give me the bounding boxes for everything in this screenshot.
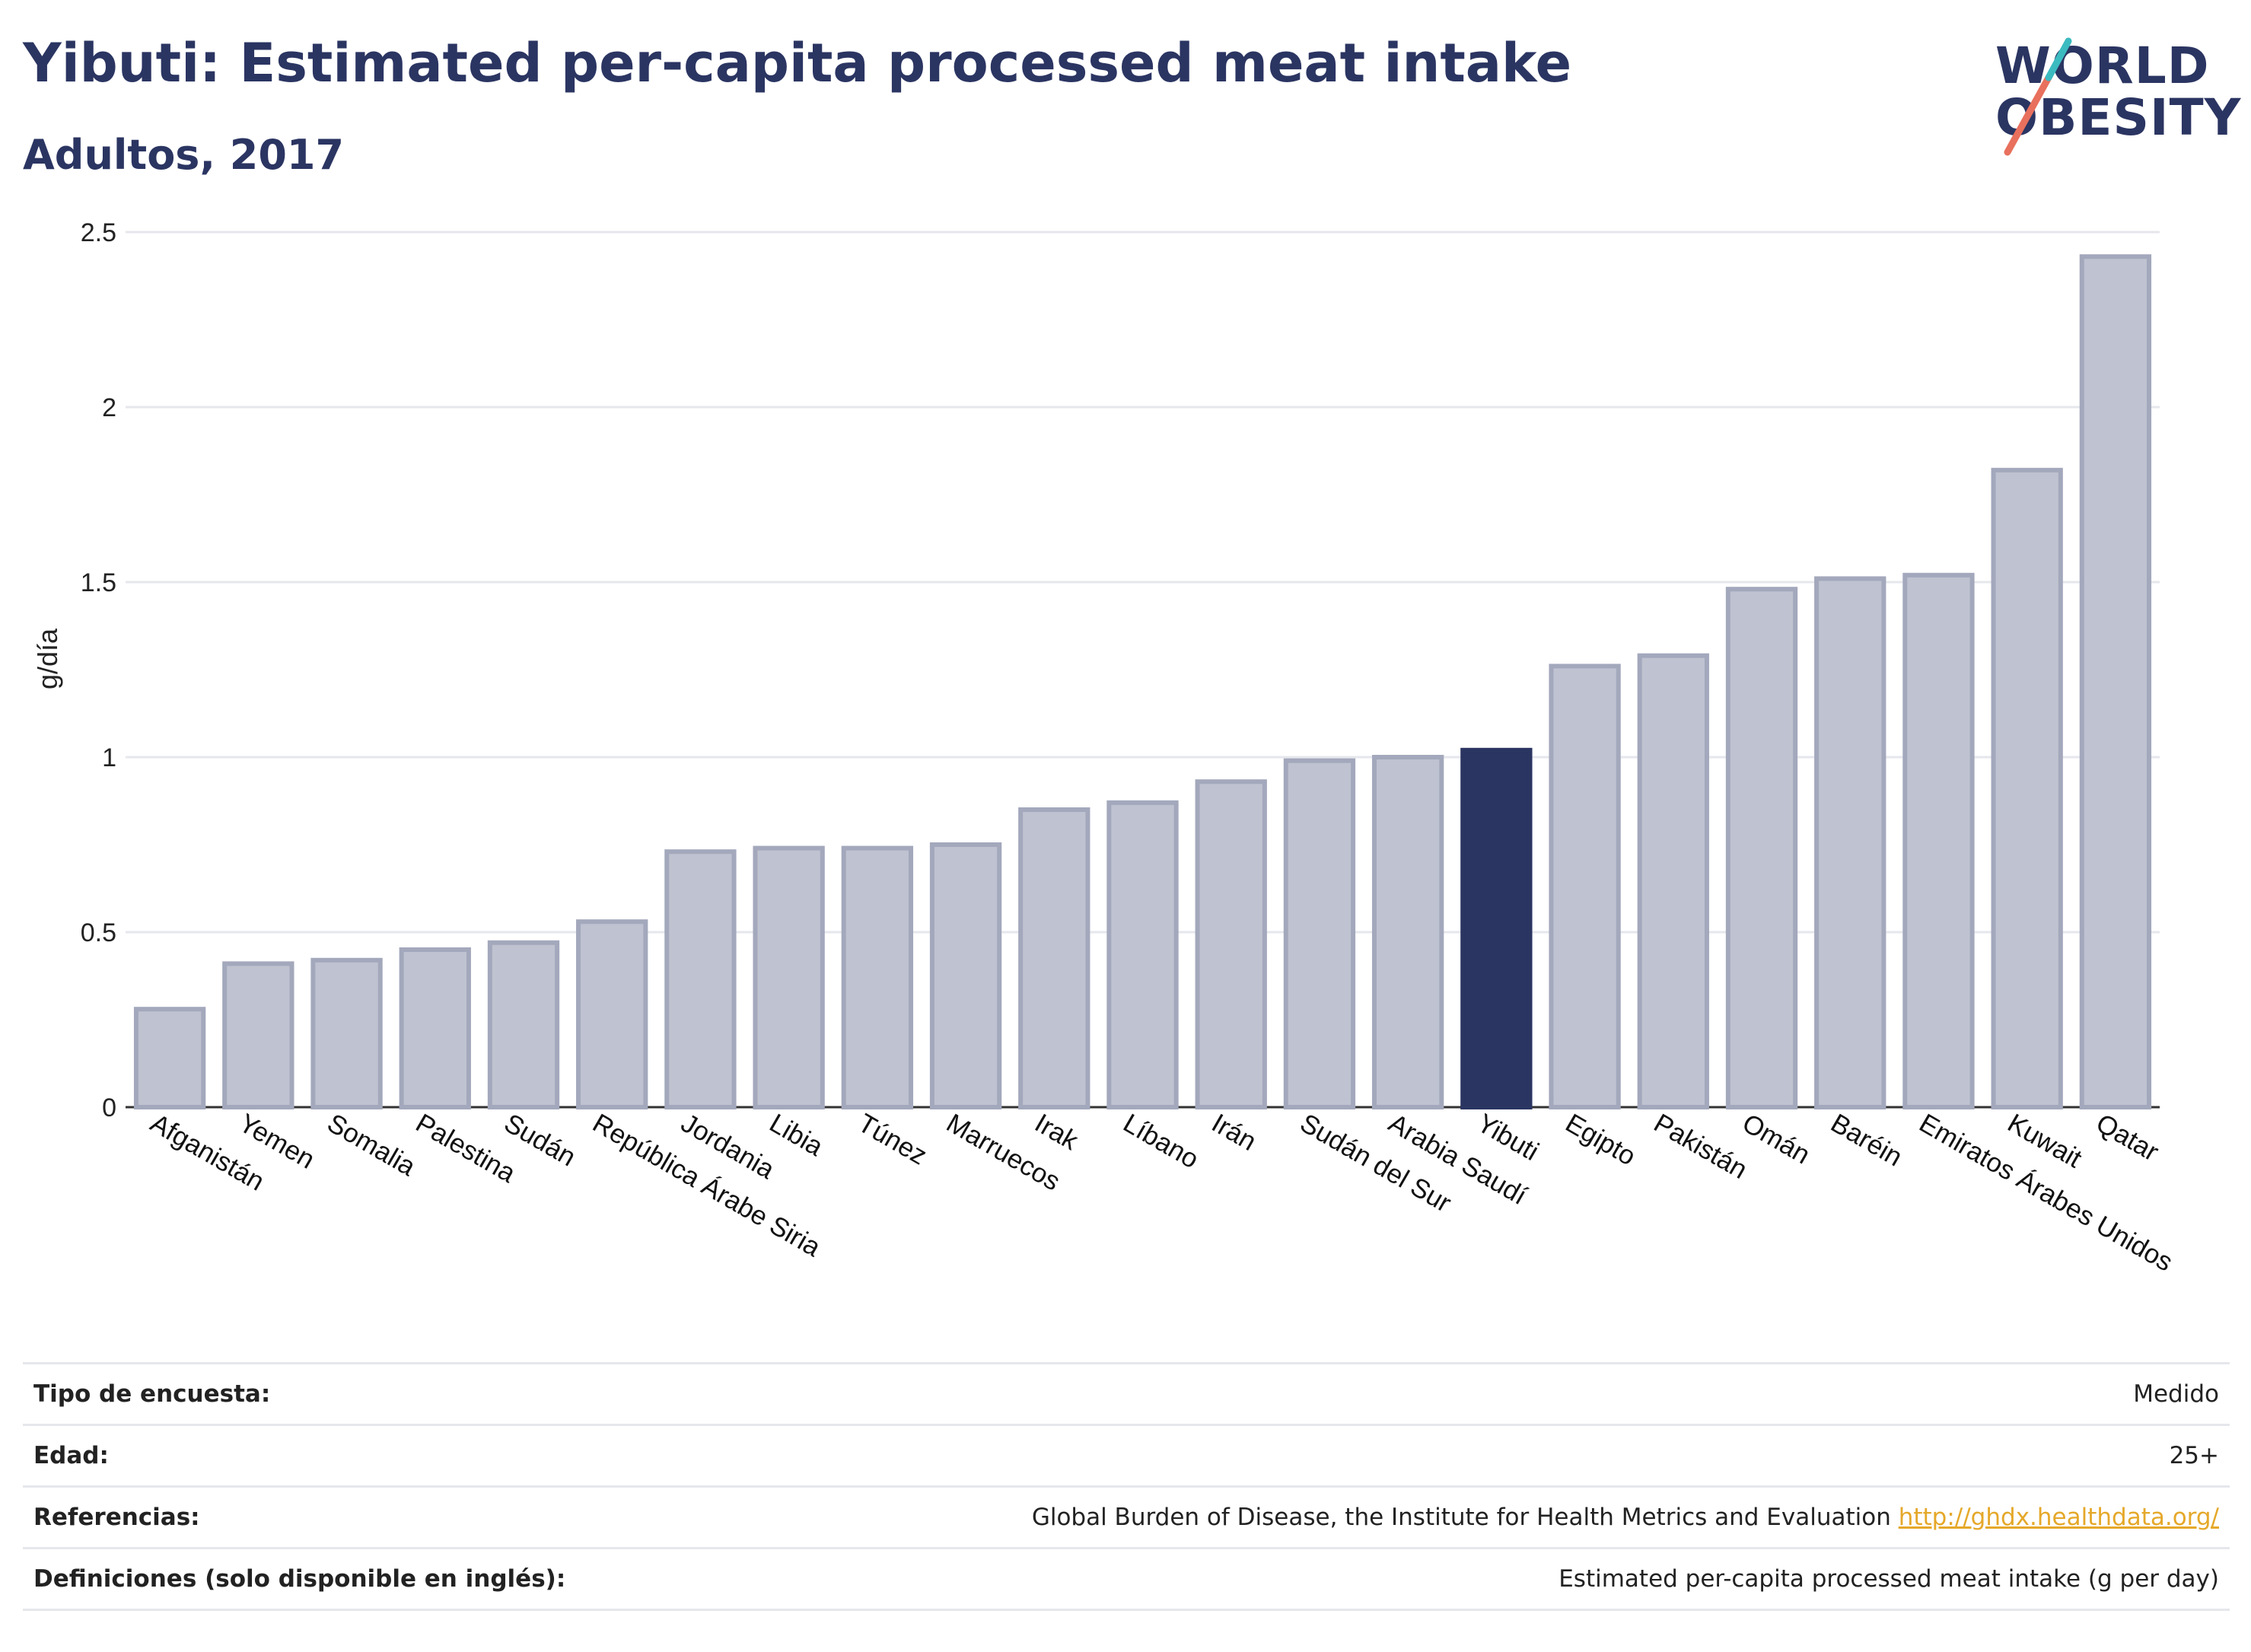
bar — [576, 919, 648, 1110]
bar — [1549, 664, 1621, 1109]
info-row-age: Edad: 25+ — [23, 1426, 2230, 1488]
x-tick-label: Irán — [1207, 1108, 1262, 1157]
bar — [1371, 755, 1444, 1109]
x-tick-label: Palestina — [411, 1108, 521, 1189]
bar — [487, 940, 560, 1109]
y-tick-label: 0.5 — [81, 918, 116, 947]
world-obesity-logo: WORLD OBESITY — [1986, 30, 2245, 167]
info-value: Estimated per-capita processed meat inta… — [1559, 1565, 2219, 1593]
x-tick-label: Baréin — [1826, 1108, 1907, 1172]
bar — [1637, 653, 1709, 1109]
info-value: Global Burden of Disease, the Institute … — [1032, 1504, 2219, 1531]
bar — [310, 957, 383, 1109]
bar — [1283, 758, 1356, 1109]
bar — [1814, 576, 1886, 1109]
bars — [133, 254, 2152, 1110]
x-tick-label: Irak — [1030, 1108, 1083, 1156]
bar-highlight — [1460, 747, 1533, 1109]
bar — [929, 842, 1002, 1109]
bar — [1106, 800, 1179, 1109]
x-tick-label: Túnez — [853, 1108, 932, 1170]
chart-title: Yibuti: Estimated per-capita processed m… — [23, 32, 1572, 94]
bar — [399, 947, 471, 1109]
bar — [2079, 254, 2152, 1110]
reference-text: Global Burden of Disease, the Institute … — [1031, 1504, 1899, 1531]
chart-subtitle: Adultos, 2017 — [23, 131, 345, 179]
x-tick-label: Pakistán — [1649, 1108, 1753, 1185]
x-tick-label: Qatar — [2091, 1108, 2164, 1167]
y-tick-label: 1 — [102, 743, 116, 772]
x-tick-label: Líbano — [1119, 1108, 1204, 1174]
info-table: Tipo de encuesta: Medido Edad: 25+ Refer… — [23, 1362, 2230, 1611]
bar — [222, 961, 295, 1110]
info-value: 25+ — [2169, 1442, 2219, 1469]
y-tick-labels: 0 0.5 1 1.5 2 2.5 — [81, 218, 116, 1122]
bar — [664, 849, 737, 1109]
info-key: Tipo de encuesta: — [33, 1380, 271, 1408]
bar — [1195, 779, 1267, 1109]
bar — [133, 1007, 206, 1109]
x-tick-label: Somalia — [323, 1108, 421, 1182]
y-axis-label: g/día — [32, 628, 63, 689]
bar — [1018, 807, 1090, 1109]
y-tick-label: 2.5 — [81, 218, 116, 247]
bar — [753, 845, 825, 1109]
bar — [1991, 467, 2063, 1109]
info-key: Definiciones (solo disponible en inglés)… — [33, 1565, 566, 1593]
bar — [1725, 587, 1798, 1109]
info-value: Medido — [2133, 1380, 2219, 1408]
bar — [1902, 572, 1975, 1109]
x-tick-label: Egipto — [1561, 1108, 1641, 1171]
info-key: Edad: — [33, 1442, 109, 1469]
y-tick-label: 2 — [102, 393, 116, 422]
info-key: Referencias: — [33, 1504, 200, 1531]
info-row-definitions: Definiciones (solo disponible en inglés)… — [23, 1549, 2230, 1611]
info-row-survey-type: Tipo de encuesta: Medido — [23, 1364, 2230, 1426]
y-tick-label: 1.5 — [81, 568, 116, 597]
reference-link[interactable]: http://ghdx.healthdata.org/ — [1898, 1504, 2219, 1531]
y-tick-label: 0 — [102, 1093, 116, 1122]
bar — [841, 845, 914, 1109]
x-tick-label: Libia — [765, 1108, 829, 1162]
x-tick-label: Sudán del Sur — [1295, 1108, 1457, 1218]
logo-slash-icon — [2004, 37, 2072, 156]
info-row-references: Referencias: Global Burden of Disease, t… — [23, 1488, 2230, 1549]
logo-line-1: WORLD — [1995, 37, 2210, 95]
